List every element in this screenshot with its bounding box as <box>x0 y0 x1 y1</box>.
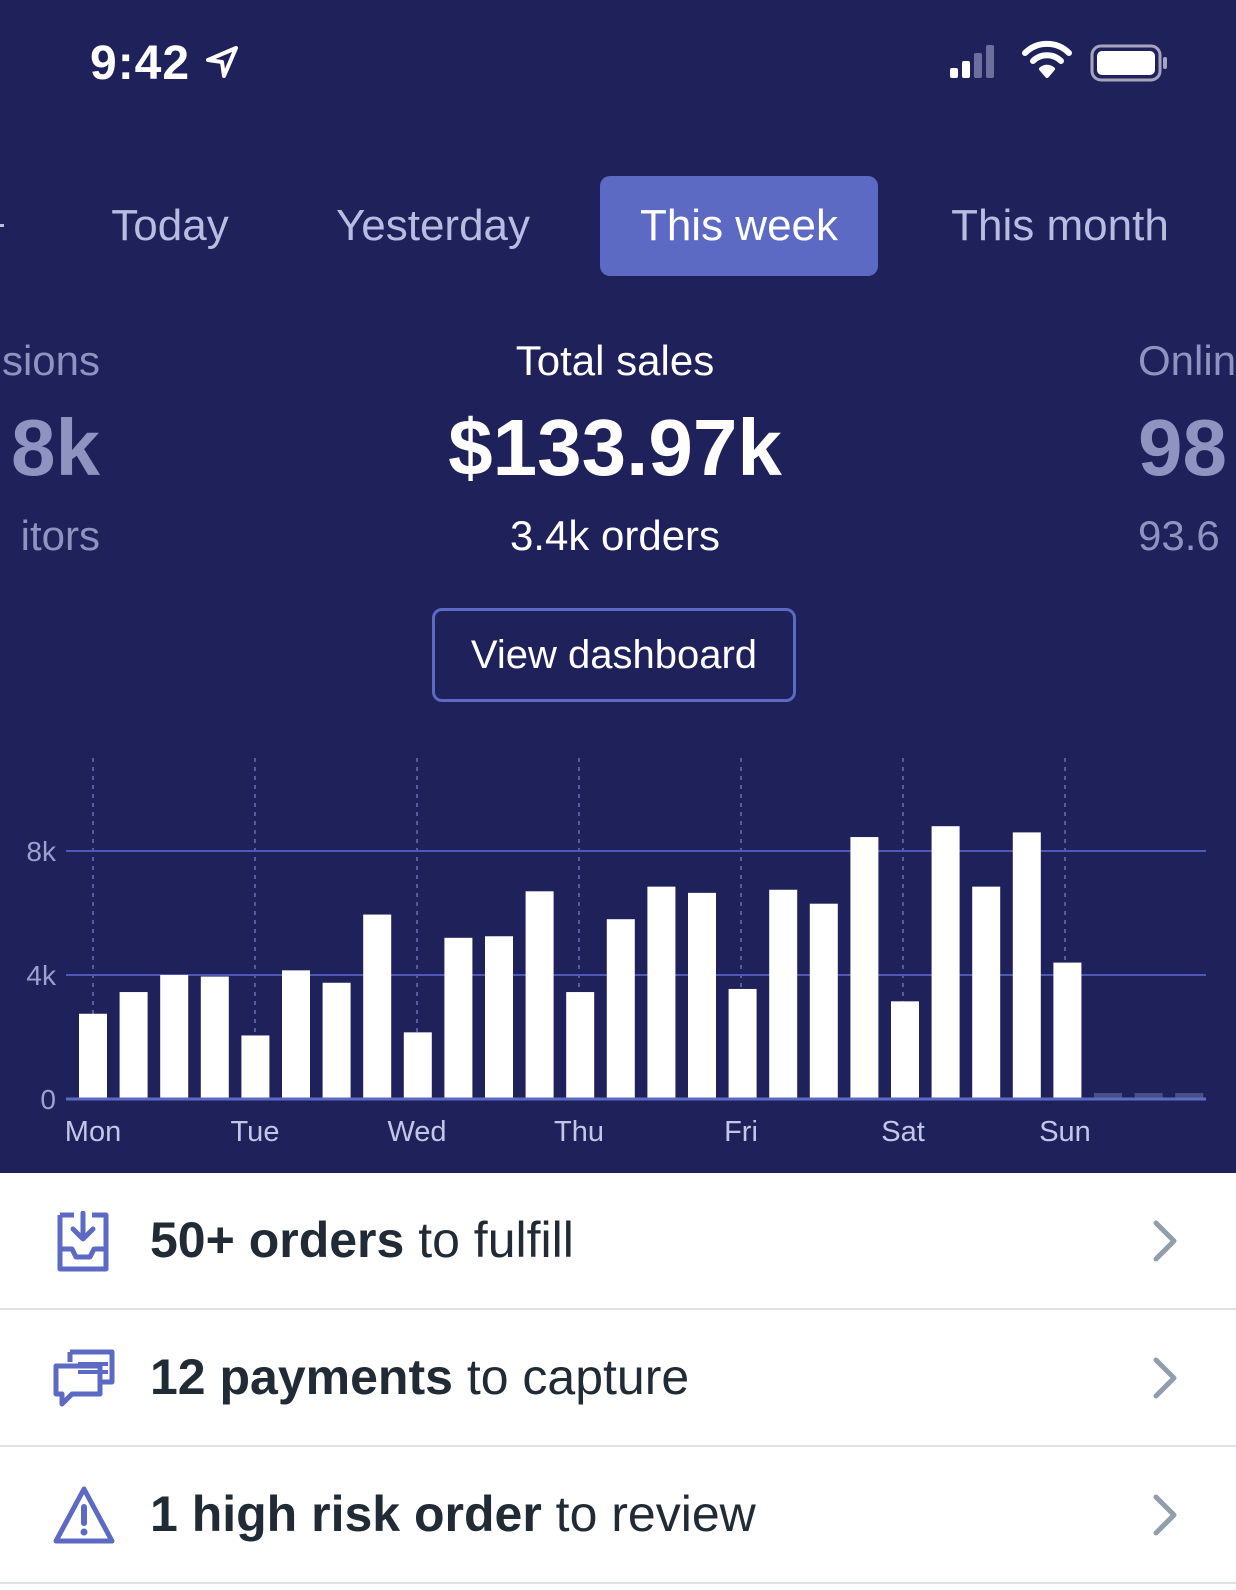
sales-summary-panel: 9:42 Today Yesterday This week This mont… <box>0 0 1236 1173</box>
orders-count: 3.4k orders <box>509 512 721 559</box>
signal-icon <box>950 45 994 78</box>
sales-bar <box>79 1013 107 1099</box>
sales-bar <box>444 937 473 1099</box>
sales-bar <box>809 903 838 1099</box>
task-rest: to review <box>541 1486 756 1542</box>
total-sales-metric: Total sales $133.97k 3.4k orders <box>315 332 915 566</box>
weekly-sales-bar-chart: 0 4k 8k Mon Tue Wed Thu Fri Sat Sun <box>26 758 1206 1148</box>
sales-bar <box>606 919 635 1099</box>
tab-this-week[interactable]: This week <box>600 176 878 276</box>
sales-bar <box>525 891 554 1099</box>
task-count: 50+ orders <box>150 1212 405 1268</box>
warning-triangle-icon <box>53 1486 115 1544</box>
tab-yesterday[interactable]: Yesterday <box>335 201 531 250</box>
empty-bar-placeholder <box>1094 1093 1122 1099</box>
view-dashboard-button[interactable]: View dashboard <box>432 608 796 702</box>
sessions-metric-card[interactable]: sions 8k itors <box>0 332 100 566</box>
sales-bar <box>891 1001 919 1099</box>
high-risk-order-row[interactable]: 1 high risk order to review <box>0 1447 1236 1584</box>
inbox-download-icon <box>57 1211 109 1272</box>
sales-bar <box>282 970 310 1099</box>
sales-bar <box>688 892 716 1099</box>
sales-bar <box>363 914 392 1099</box>
task-rest: to capture <box>452 1349 690 1405</box>
task-count: 12 payments <box>150 1349 453 1405</box>
chevron-right-icon <box>1153 1357 1177 1399</box>
metric-label: Onlin <box>1138 337 1236 384</box>
location-arrow-icon <box>206 46 238 78</box>
y-tick-label: 4k <box>26 960 57 991</box>
x-tick-label: Mon <box>65 1116 121 1148</box>
tab-today[interactable]: Today <box>111 201 229 250</box>
chevron-right-icon <box>1153 1494 1177 1536</box>
metric-sub: itors <box>20 512 100 559</box>
chevron-right-icon <box>1153 1220 1177 1262</box>
total-sales-label: Total sales <box>515 337 715 384</box>
sales-bar <box>647 886 676 1099</box>
sales-bar <box>322 982 351 1099</box>
x-tick-label: Fri <box>724 1116 758 1148</box>
sales-bar <box>850 837 879 1099</box>
x-tick-label: Wed <box>387 1116 446 1148</box>
total-sales-value: $133.97k <box>448 403 782 492</box>
task-rest: to fulfill <box>404 1212 574 1268</box>
sales-bar <box>1012 832 1041 1099</box>
sales-bar <box>241 1035 270 1099</box>
task-text: 12 payments to capture <box>150 1310 689 1445</box>
battery-icon <box>1090 44 1167 82</box>
sales-bar <box>160 975 189 1099</box>
metric-sub: 93.6 <box>1138 512 1220 559</box>
empty-bar-placeholder <box>1134 1093 1163 1099</box>
online-store-metric-card[interactable]: Onlin 98 93.6 <box>1138 332 1236 566</box>
x-tick-label: Tue <box>231 1116 280 1148</box>
task-text: 1 high risk order to review <box>150 1447 756 1582</box>
sales-bar <box>769 889 798 1099</box>
metric-value: 8k <box>11 403 100 492</box>
sales-bar <box>931 826 960 1099</box>
sales-bar <box>566 992 595 1099</box>
task-count: 1 high risk order <box>150 1486 542 1542</box>
payment-cards-icon <box>53 1349 115 1407</box>
status-time: 9:42 <box>90 37 191 90</box>
sales-bar <box>485 936 513 1099</box>
x-tick-label: Sat <box>881 1116 925 1148</box>
x-tick-label: Thu <box>554 1116 604 1148</box>
sales-bar <box>972 886 1001 1099</box>
tab-this-month[interactable]: This month <box>951 201 1169 250</box>
sales-bar <box>119 992 148 1099</box>
orders-to-fulfill-row[interactable]: 50+ orders to fulfill <box>0 1173 1236 1310</box>
sales-bar <box>1053 962 1082 1099</box>
metric-label: sions <box>1 337 100 384</box>
empty-bar-placeholder <box>1175 1093 1204 1099</box>
x-tick-label: Sun <box>1039 1116 1091 1148</box>
wifi-icon <box>1022 40 1072 78</box>
sales-bar <box>200 976 229 1099</box>
payments-to-capture-row[interactable]: 12 payments to capture <box>0 1310 1236 1447</box>
metric-value: 98 <box>1138 403 1227 492</box>
y-tick-label: 8k <box>26 836 57 867</box>
task-list: 50+ orders to fulfill 12 payments to cap… <box>0 1173 1236 1584</box>
sales-bar <box>728 988 757 1099</box>
sales-bar <box>403 1032 432 1099</box>
y-tick-label: 0 <box>40 1084 56 1115</box>
tab-overflow-edge <box>0 224 4 227</box>
task-text: 50+ orders to fulfill <box>150 1173 574 1308</box>
